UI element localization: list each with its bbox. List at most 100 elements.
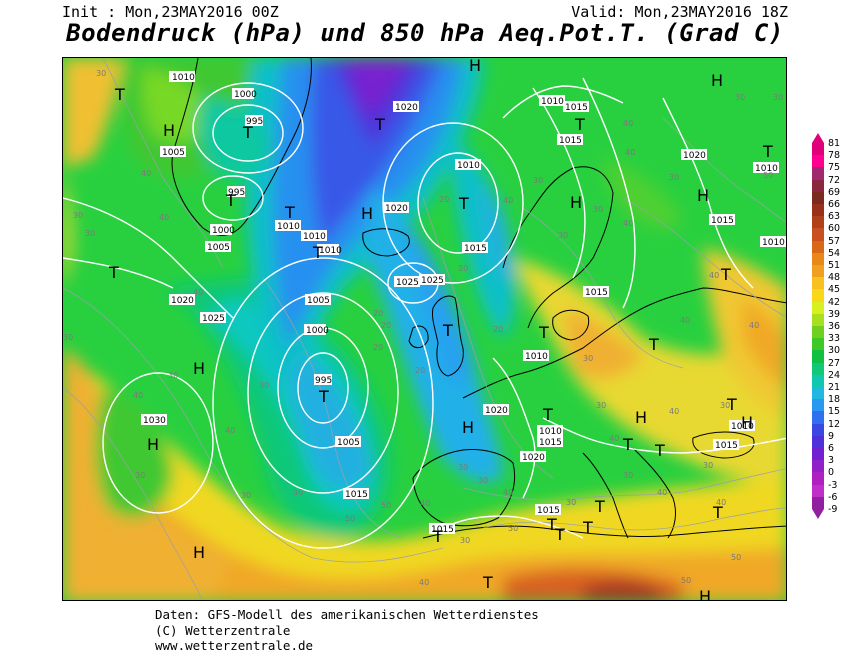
isobar-label: 1020 xyxy=(383,202,409,214)
svg-text:30: 30 xyxy=(85,229,95,238)
legend-label: 66 xyxy=(828,199,841,210)
copyright: (C) Wetterzentrale xyxy=(155,622,291,638)
svg-text:30: 30 xyxy=(533,176,543,185)
legend-color-cell xyxy=(812,350,824,364)
legend-color-cell xyxy=(812,374,824,388)
svg-text:40: 40 xyxy=(623,219,633,228)
low-center: T xyxy=(622,435,633,454)
high-center: H xyxy=(462,418,474,437)
svg-text:40: 40 xyxy=(193,288,203,297)
svg-text:995: 995 xyxy=(315,376,332,386)
legend-color-cell xyxy=(812,191,824,205)
svg-text:1025: 1025 xyxy=(202,314,225,324)
legend-color-cell xyxy=(812,399,824,412)
svg-text:40: 40 xyxy=(625,148,635,157)
low-center: T xyxy=(654,441,665,460)
legend-color-cell xyxy=(812,362,824,376)
legend-label: 39 xyxy=(828,308,841,320)
legend-color-cell xyxy=(812,167,824,181)
low-center: T xyxy=(726,395,737,414)
svg-text:1010: 1010 xyxy=(541,97,564,107)
legend-color-cell xyxy=(812,265,824,278)
svg-text:30: 30 xyxy=(259,381,269,390)
svg-text:30: 30 xyxy=(583,354,593,363)
isobar-labels: 1010 1000 995 1005 995 1000 1005 1010 10… xyxy=(141,71,786,535)
legend-color-cell xyxy=(812,204,824,217)
svg-text:50: 50 xyxy=(763,171,773,180)
svg-text:30: 30 xyxy=(135,471,145,480)
svg-text:1010: 1010 xyxy=(525,352,548,362)
legend-color-cell xyxy=(812,496,824,510)
svg-text:1015: 1015 xyxy=(565,103,588,113)
svg-text:30: 30 xyxy=(558,231,568,240)
legend-color-cell xyxy=(812,411,824,425)
low-center: T xyxy=(546,515,557,534)
svg-text:20: 20 xyxy=(373,309,383,318)
svg-text:1010: 1010 xyxy=(762,238,785,248)
legend-label: 33 xyxy=(828,333,841,345)
legend-label: 78 xyxy=(828,150,841,162)
low-center: T xyxy=(284,203,295,222)
low-center: T xyxy=(554,525,565,544)
legend-color-cell xyxy=(812,326,824,339)
website-link[interactable]: www.wetterzentrale.de xyxy=(155,638,314,653)
pressure-centers: H H T T T H T T T T H H T T T T H H T T … xyxy=(108,58,773,600)
low-center: T xyxy=(318,387,329,406)
svg-text:40: 40 xyxy=(419,578,429,587)
svg-text:20: 20 xyxy=(493,325,503,334)
legend-color-cell xyxy=(812,387,824,400)
isobar-label: 1010 xyxy=(753,162,779,174)
isobar-label: 995 xyxy=(227,186,245,198)
legend-color-cell xyxy=(812,289,824,303)
legend-label: -9 xyxy=(828,504,838,515)
svg-text:1010: 1010 xyxy=(277,222,300,232)
svg-text:1015: 1015 xyxy=(711,216,734,226)
svg-text:1000: 1000 xyxy=(212,226,235,236)
high-center: H xyxy=(741,413,753,432)
svg-text:1015: 1015 xyxy=(715,441,738,451)
svg-text:1015: 1015 xyxy=(537,506,560,516)
svg-text:30: 30 xyxy=(566,498,576,507)
legend-label: 75 xyxy=(828,162,841,174)
svg-text:30: 30 xyxy=(96,69,106,78)
svg-text:1020: 1020 xyxy=(395,103,418,113)
weather-map[interactable]: 1010 1000 995 1005 995 1000 1005 1010 10… xyxy=(62,57,787,601)
svg-text:30: 30 xyxy=(168,371,178,380)
svg-text:40: 40 xyxy=(623,119,633,128)
isobar-label: 1030 xyxy=(141,414,167,426)
legend-color-cell xyxy=(812,472,824,486)
svg-text:1010: 1010 xyxy=(319,246,342,256)
svg-text:30: 30 xyxy=(460,536,470,545)
isobar-label: 1025 xyxy=(394,276,420,288)
high-center: H xyxy=(469,58,481,75)
isobar-label: 1020 xyxy=(483,404,509,416)
init-time: Init : Mon,23MAY2016 00Z xyxy=(62,3,279,21)
legend-label: 48 xyxy=(828,272,841,284)
svg-text:40: 40 xyxy=(141,169,151,178)
map-canvas: 1010 1000 995 1005 995 1000 1005 1010 10… xyxy=(63,58,786,600)
coastlines xyxy=(171,58,786,539)
svg-text:20: 20 xyxy=(381,321,391,330)
low-center: T xyxy=(242,123,253,142)
svg-text:1005: 1005 xyxy=(162,148,185,158)
low-center: T xyxy=(458,194,469,213)
low-center: T xyxy=(312,243,323,262)
low-center: T xyxy=(762,142,773,161)
legend-label: 63 xyxy=(828,211,841,223)
isobar-label: 1000 xyxy=(304,324,329,336)
color-legend: 81 78 75 72 69 66 63 60 57 54 51 48 45 42 39 36 33 30 27 24… xyxy=(812,133,848,523)
isobar-label: 1015 xyxy=(462,242,488,254)
svg-text:30: 30 xyxy=(703,461,713,470)
isobar-label: 995 xyxy=(245,115,263,127)
map-title: Bodendruck (hPa) und 850 hPa Aeq.Pot.T. … xyxy=(66,19,784,47)
legend-label: 36 xyxy=(828,321,841,332)
isobar-label: 1000 xyxy=(210,224,235,236)
legend-label: -3 xyxy=(828,479,838,491)
high-center: H xyxy=(361,204,373,223)
svg-text:30: 30 xyxy=(593,205,603,214)
svg-text:1005: 1005 xyxy=(207,243,230,253)
svg-text:50: 50 xyxy=(508,524,518,533)
svg-text:1020: 1020 xyxy=(385,204,408,214)
legend-label: 51 xyxy=(828,260,841,271)
legend-color-cell xyxy=(812,484,824,498)
